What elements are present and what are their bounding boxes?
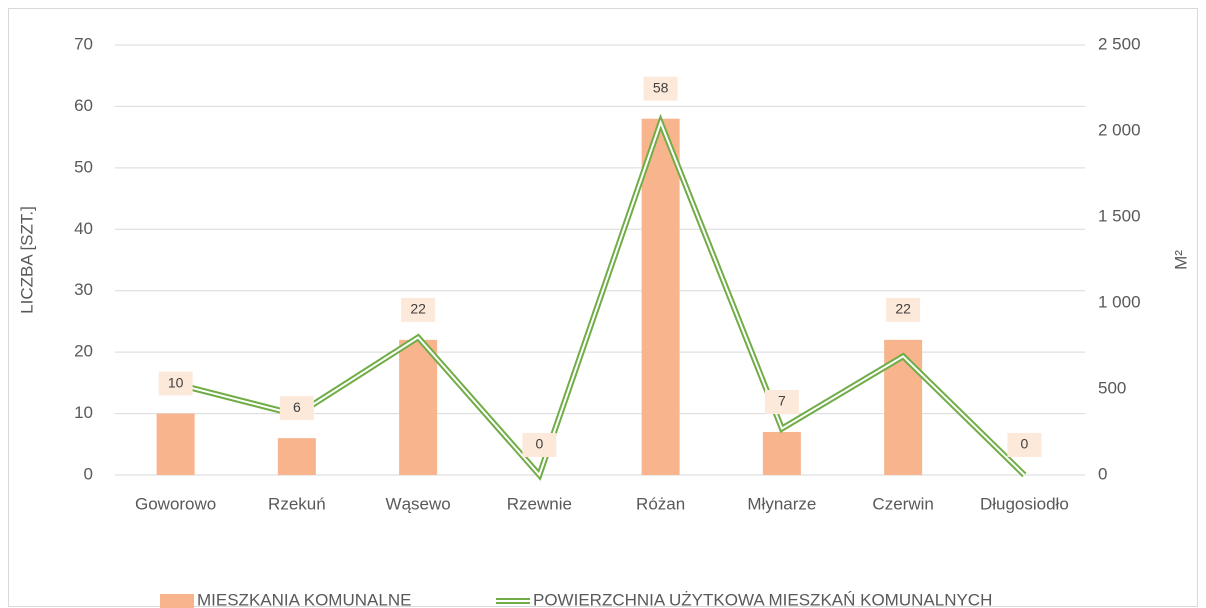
y-tick-label: 20 — [74, 342, 93, 361]
data-label-bg — [1007, 433, 1042, 457]
y-tick-label: 10 — [74, 403, 93, 422]
data-label: 58 — [653, 79, 669, 95]
y-tick-label: 50 — [74, 157, 93, 176]
y2-tick-label: 0 — [1098, 464, 1107, 483]
data-label-bg — [158, 371, 193, 396]
data-label-bg — [522, 433, 557, 457]
bar — [156, 413, 195, 475]
data-label: 6 — [293, 399, 301, 415]
x-tick-label: Długosiodło — [980, 494, 1069, 513]
x-tick-label: Goworowo — [135, 494, 216, 513]
data-label: 0 — [535, 436, 543, 452]
y2-tick-label: 2 000 — [1098, 120, 1141, 139]
x-tick-label: Czerwin — [872, 494, 933, 513]
bar — [762, 432, 801, 475]
x-tick-label: Rzekuń — [268, 494, 326, 513]
line-series-inner — [175, 119, 1026, 477]
y-tick-label: 40 — [74, 219, 93, 238]
y2-tick-label: 1 500 — [1098, 206, 1141, 225]
x-tick-label: Różan — [636, 494, 685, 513]
chart-frame — [8, 8, 1198, 607]
data-label-bg — [401, 297, 436, 322]
data-label: 7 — [778, 393, 786, 409]
x-tick-label: Wąsewo — [386, 494, 451, 513]
data-label-bg — [886, 297, 921, 322]
legend-label: MIESZKANIA KOMUNALNE — [197, 590, 411, 608]
data-label-bg — [279, 396, 314, 421]
legend-swatch — [160, 594, 194, 608]
data-label: 0 — [1020, 436, 1028, 452]
bar — [277, 438, 316, 475]
y2-tick-label: 2 500 — [1098, 34, 1141, 53]
y2-tick-label: 1 000 — [1098, 292, 1141, 311]
x-tick-label: Młynarze — [747, 494, 816, 513]
data-label-bg — [764, 390, 799, 414]
y-tick-label: 0 — [84, 464, 93, 483]
data-label: 22 — [410, 301, 426, 317]
bar — [641, 118, 680, 475]
legend-label: POWIERZCHNIA UŻYTKOWA MIESZKAŃ KOMUNALNY… — [533, 590, 992, 608]
y-axis-title: LICZBA [SZT.] — [17, 206, 36, 314]
x-tick-label: Rzewnie — [507, 494, 572, 513]
y2-axis-title: M² — [1171, 250, 1190, 270]
data-label: 10 — [168, 374, 184, 390]
data-label-bg — [643, 76, 678, 101]
y-tick-label: 60 — [74, 96, 93, 115]
y2-tick-label: 500 — [1098, 378, 1126, 397]
data-label: 22 — [895, 301, 911, 317]
bar — [399, 339, 438, 475]
y-tick-label: 70 — [74, 34, 93, 53]
y-tick-label: 30 — [74, 280, 93, 299]
